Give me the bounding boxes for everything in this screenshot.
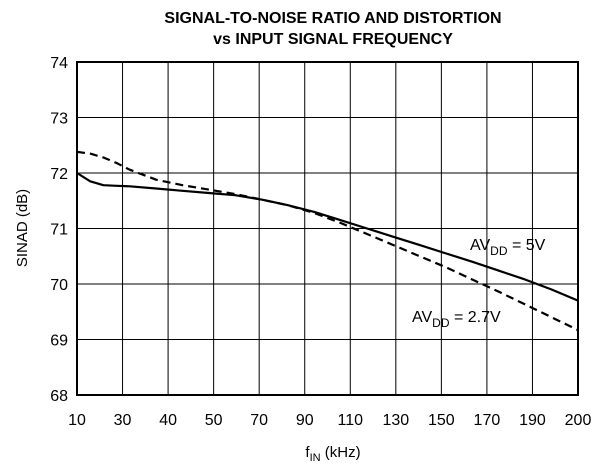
chart-title-line-1: SIGNAL-TO-NOISE RATIO AND DISTORTION bbox=[164, 10, 501, 27]
x-axis-label-sub: IN bbox=[310, 452, 321, 464]
x-axis-label-unit: (kHz) bbox=[321, 444, 361, 461]
x-tick-label: 190 bbox=[519, 412, 546, 429]
y-tick-label: 72 bbox=[50, 166, 68, 183]
x-tick-label: 10 bbox=[68, 412, 86, 429]
y-tick-label: 73 bbox=[50, 111, 68, 128]
y-tick-label: 69 bbox=[50, 333, 68, 350]
x-tick-label: 170 bbox=[474, 412, 501, 429]
x-axis-label-main: f bbox=[305, 444, 310, 461]
series-label-5v: AVDD = 5V bbox=[470, 237, 546, 258]
x-tick-label: 70 bbox=[250, 412, 268, 429]
series-label-2-7v-prefix: AV bbox=[412, 309, 432, 326]
x-tick-label: 130 bbox=[382, 412, 409, 429]
x-tick-label: 150 bbox=[428, 412, 455, 429]
y-tick-label: 71 bbox=[50, 222, 68, 239]
y-tick-label: 74 bbox=[50, 55, 68, 72]
x-tick-label: 200 bbox=[565, 412, 592, 429]
y-tick-label: 70 bbox=[50, 277, 68, 294]
series-lines bbox=[76, 150, 579, 332]
plot-frame bbox=[76, 61, 579, 396]
x-tick-label: 90 bbox=[296, 412, 314, 429]
x-tick-label: 50 bbox=[205, 412, 223, 429]
y-axis-label: SINAD (dB) bbox=[14, 189, 31, 267]
series-label-2-7v-sub: DD bbox=[432, 316, 450, 330]
series-label-5v-suffix: = 5V bbox=[508, 237, 546, 254]
series-label-2-7v: AVDD = 2.7V bbox=[412, 309, 501, 330]
series-line-5v bbox=[76, 172, 579, 302]
y-tick-label: 68 bbox=[50, 388, 68, 405]
x-tick-labels: 10 30 40 50 70 90 110 130 150 170 190 200 bbox=[68, 412, 591, 429]
grid-lines bbox=[77, 62, 578, 395]
x-tick-label: 40 bbox=[159, 412, 177, 429]
series-line-2-7v bbox=[76, 150, 579, 332]
x-tick-label: 110 bbox=[338, 412, 364, 429]
chart-title-line-2: vs INPUT SIGNAL FREQUENCY bbox=[213, 31, 453, 48]
y-tick-labels: 68 69 70 71 72 73 74 bbox=[50, 55, 68, 405]
series-label-5v-sub: DD bbox=[490, 244, 508, 258]
x-axis-label: fIN (kHz) bbox=[305, 444, 360, 464]
series-label-5v-prefix: AV bbox=[470, 237, 490, 254]
series-label-2-7v-suffix: = 2.7V bbox=[450, 309, 501, 326]
x-tick-label: 30 bbox=[114, 412, 132, 429]
